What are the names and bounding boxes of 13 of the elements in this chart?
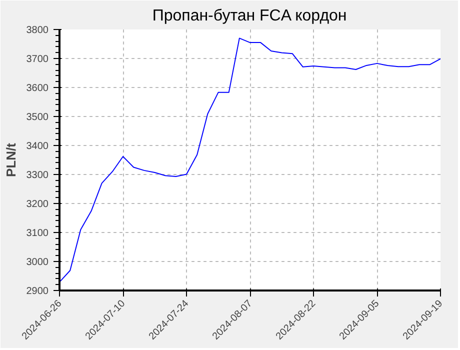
- y-axis-title: PLN/t: [3, 142, 18, 177]
- y-tick-label: 3700: [26, 54, 49, 65]
- y-tick-label: 3800: [26, 25, 49, 36]
- y-tick-label: 3200: [26, 199, 49, 210]
- y-tick-label: 3600: [26, 83, 49, 94]
- y-tick-label: 3000: [26, 257, 49, 268]
- y-tick-label: 3100: [26, 228, 49, 239]
- y-tick-label: 2900: [26, 286, 49, 297]
- chart-title: Пропан-бутан FCA кордон: [152, 8, 347, 24]
- y-tick-label: 3500: [26, 112, 49, 123]
- y-tick-label: 3400: [26, 141, 49, 152]
- y-tick-label: 3300: [26, 170, 49, 181]
- line-series: [60, 38, 440, 283]
